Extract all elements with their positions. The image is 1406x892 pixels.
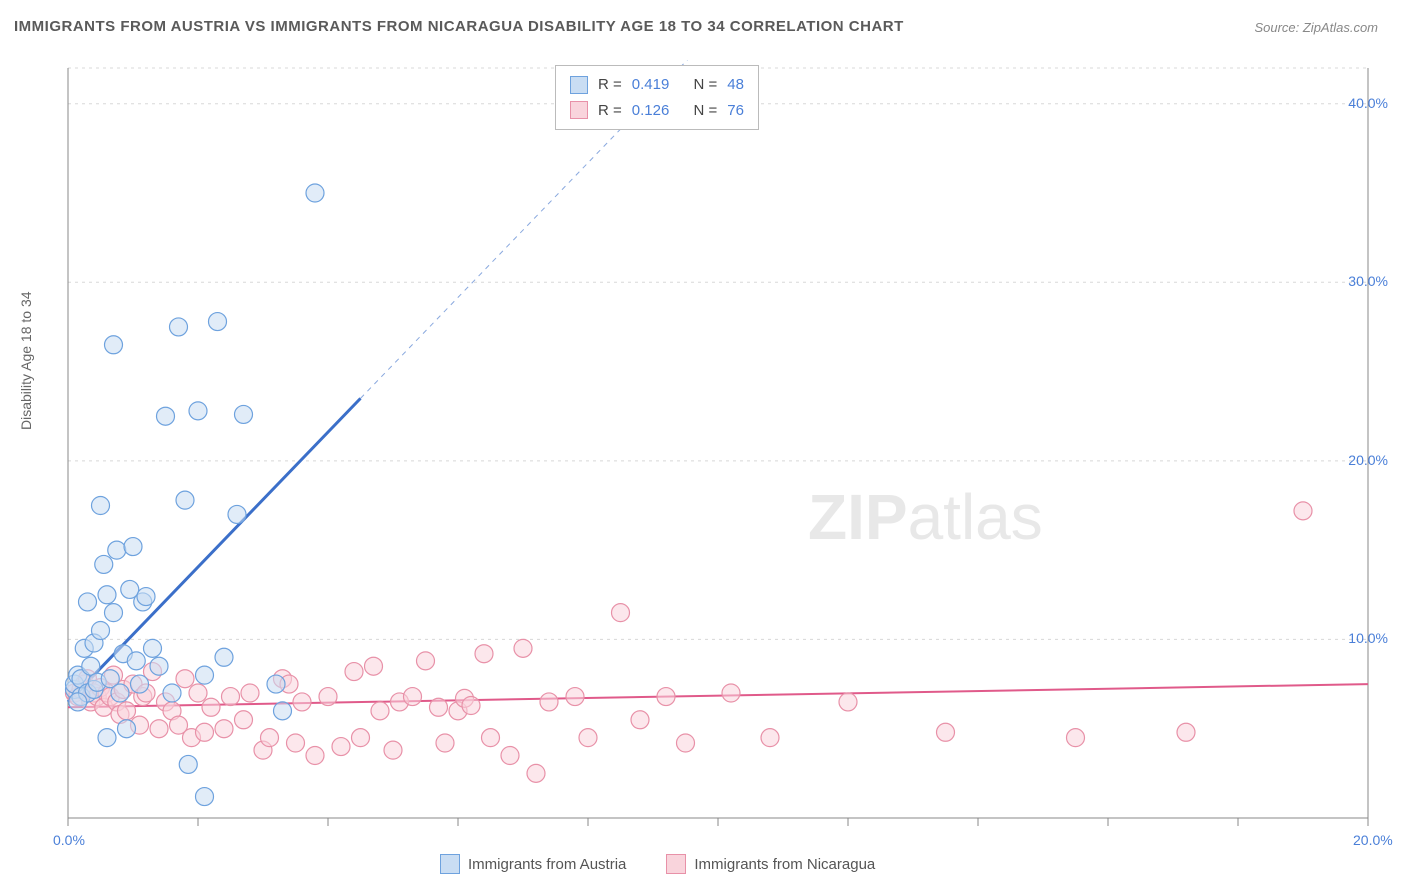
y-axis-label: Disability Age 18 to 34 (18, 291, 34, 430)
y-tick-label: 40.0% (1348, 95, 1388, 111)
square-icon (570, 76, 588, 94)
y-tick-label: 30.0% (1348, 273, 1388, 289)
chart-area: ZIPatlas (48, 60, 1388, 830)
stats-box: R = 0.419 N = 48 R = 0.126 N = 76 (555, 65, 759, 130)
square-icon (570, 101, 588, 119)
legend-item-nicaragua: Immigrants from Nicaragua (666, 854, 875, 874)
legend: Immigrants from Austria Immigrants from … (440, 854, 875, 874)
y-tick-label: 20.0% (1348, 452, 1388, 468)
square-icon (440, 854, 460, 874)
legend-item-austria: Immigrants from Austria (440, 854, 626, 874)
x-tick-label: 20.0% (1353, 832, 1393, 848)
stats-row-austria: R = 0.419 N = 48 (570, 72, 744, 98)
x-tick-label: 0.0% (53, 832, 85, 848)
y-tick-label: 10.0% (1348, 630, 1388, 646)
scatter-plot (48, 60, 1388, 830)
chart-title: IMMIGRANTS FROM AUSTRIA VS IMMIGRANTS FR… (14, 18, 904, 35)
square-icon (666, 854, 686, 874)
stats-row-nicaragua: R = 0.126 N = 76 (570, 98, 744, 124)
source-label: Source: ZipAtlas.com (1254, 20, 1378, 35)
